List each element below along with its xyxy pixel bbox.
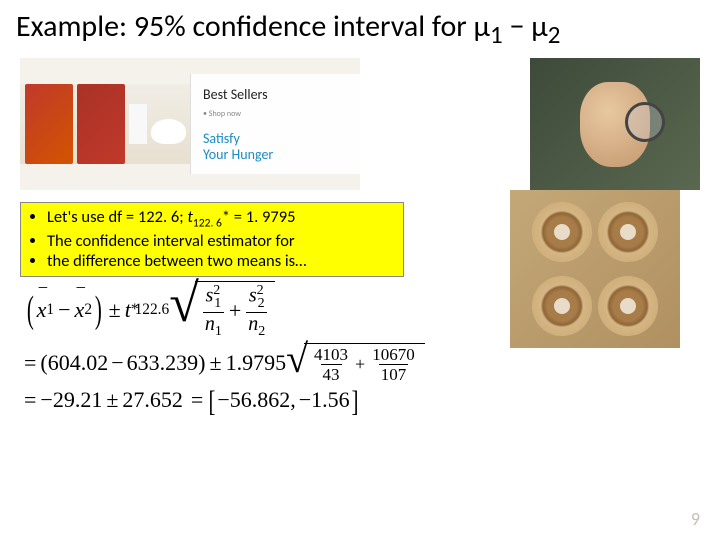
- bullet-highlight-box: Let's use df = 122. 6; t122. 6* = 1. 979…: [20, 202, 404, 277]
- left-bracket-icon: [: [209, 393, 216, 411]
- slide-title: Example: 95% confidence interval for μ1 …: [0, 0, 720, 54]
- radical-icon: √: [169, 287, 199, 345]
- milk-glass: [129, 104, 147, 144]
- cereal-package-1: [25, 84, 73, 164]
- title-text: Example: 95% confidence interval for: [16, 8, 474, 45]
- donut-icon: [598, 202, 658, 262]
- page-number: 9: [691, 508, 700, 530]
- bullet-2: The confidence interval estimator for: [47, 231, 395, 252]
- face-with-magnifier-icon: [580, 82, 650, 167]
- xbar2: x: [75, 297, 85, 323]
- best-sellers-label: Best Sellers: [203, 86, 348, 103]
- radical-icon: √: [286, 347, 308, 387]
- formula-result: = −29.21 ± 27.652 = [ −56.862 , −1.56 ]: [24, 387, 720, 413]
- movie-character-image: [530, 58, 700, 190]
- bullet-1: Let's use df = 122. 6; t122. 6* = 1. 979…: [47, 207, 395, 231]
- sqrt-numeric: √ 4103 43 + 10670 107: [286, 343, 425, 383]
- cereal-bowl: [151, 119, 186, 144]
- shop-now-label: • Shop now: [203, 109, 348, 119]
- bullet-3: the difference between two means is…: [47, 251, 395, 272]
- xbar1: x: [37, 297, 47, 323]
- cereal-package-2: [77, 84, 125, 164]
- satisfy-hunger-label: Satisfy Your Hunger: [203, 131, 348, 162]
- sqrt-general: √ s21 n1 + s22 n2: [169, 281, 275, 339]
- cereal-ad-text: Best Sellers • Shop now Satisfy Your Hun…: [190, 74, 360, 174]
- formula-block: ( x1 − x2 ) ± t*122.6 √ s21 n1 + s22 n2 …: [24, 281, 720, 413]
- donut-icon: [532, 202, 592, 262]
- cereal-ad-image: Best Sellers • Shop now Satisfy Your Hun…: [20, 58, 360, 190]
- formula-numeric: = ( 604.02 − 633.239 ) ± 1.9795 √ 4103 4…: [24, 343, 720, 383]
- formula-general: ( x1 − x2 ) ± t*122.6 √ s21 n1 + s22 n2: [24, 281, 720, 339]
- cereal-products: [20, 84, 190, 164]
- top-image-row: Best Sellers • Shop now Satisfy Your Hun…: [0, 58, 720, 190]
- title-symbol: μ1 − μ2: [474, 8, 561, 45]
- right-bracket-icon: ]: [351, 393, 358, 411]
